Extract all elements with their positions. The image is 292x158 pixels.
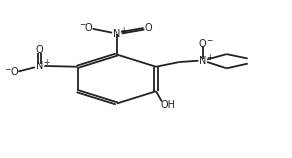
Text: O: O (36, 46, 44, 55)
Text: +: + (206, 53, 212, 62)
Text: −: − (206, 36, 212, 46)
Text: +: + (120, 26, 126, 35)
Text: O: O (145, 23, 152, 33)
Text: N: N (199, 56, 206, 66)
Text: −: − (79, 20, 85, 29)
Text: O: O (85, 23, 92, 33)
Text: N: N (113, 29, 121, 39)
Text: N: N (36, 61, 43, 71)
Text: +: + (43, 58, 49, 67)
Text: O: O (10, 67, 18, 77)
Text: O: O (199, 39, 206, 49)
Text: −: − (4, 65, 10, 74)
Text: OH: OH (160, 100, 175, 110)
